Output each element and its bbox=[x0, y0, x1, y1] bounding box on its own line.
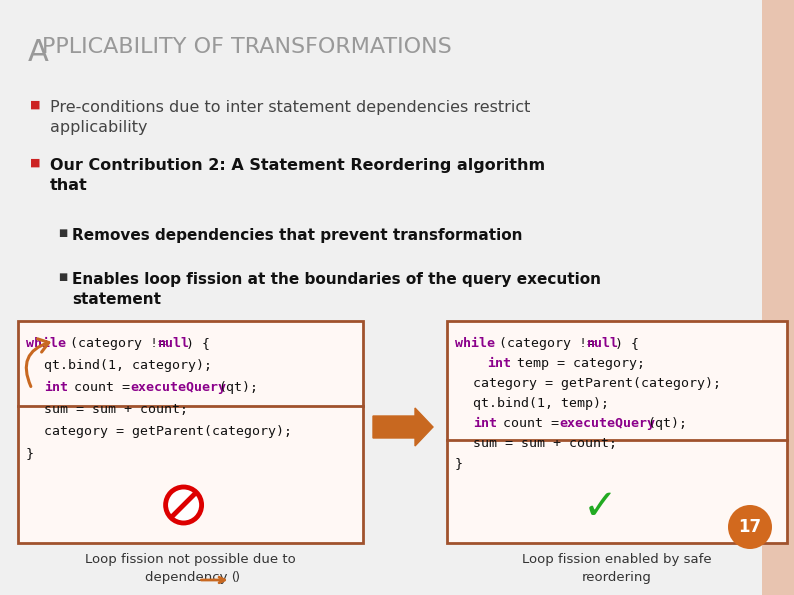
Text: A: A bbox=[28, 38, 49, 67]
Text: dependency (: dependency ( bbox=[145, 571, 237, 584]
Text: Loop fission not possible due to: Loop fission not possible due to bbox=[85, 553, 296, 566]
Text: Loop fission enabled by safe: Loop fission enabled by safe bbox=[522, 553, 711, 566]
Text: that: that bbox=[50, 178, 88, 193]
Text: ■: ■ bbox=[30, 100, 40, 110]
Text: }: } bbox=[26, 447, 34, 460]
Text: ■: ■ bbox=[58, 228, 67, 238]
Text: qt.bind(1, temp);: qt.bind(1, temp); bbox=[473, 397, 609, 410]
Bar bbox=[762, 0, 794, 595]
Text: PPLICABILITY OF TRANSFORMATIONS: PPLICABILITY OF TRANSFORMATIONS bbox=[42, 37, 452, 57]
Circle shape bbox=[166, 487, 202, 523]
Text: executeQuery: executeQuery bbox=[130, 381, 226, 394]
Text: }: } bbox=[455, 457, 463, 470]
Text: ■: ■ bbox=[58, 272, 67, 282]
Text: Our Contribution 2: A Statement Reordering algorithm: Our Contribution 2: A Statement Reorderi… bbox=[50, 158, 545, 173]
Text: temp = category;: temp = category; bbox=[509, 357, 645, 370]
Text: while: while bbox=[455, 337, 495, 350]
Text: null: null bbox=[158, 337, 190, 350]
Text: 17: 17 bbox=[738, 518, 761, 536]
Text: category = getParent(category);: category = getParent(category); bbox=[473, 377, 721, 390]
Text: ) {: ) { bbox=[615, 337, 639, 350]
Text: reordering: reordering bbox=[582, 571, 652, 584]
Text: executeQuery: executeQuery bbox=[559, 417, 655, 430]
Circle shape bbox=[728, 505, 772, 549]
Text: (category !=: (category != bbox=[491, 337, 603, 350]
Text: int: int bbox=[44, 381, 68, 394]
Text: applicability: applicability bbox=[50, 120, 148, 135]
Text: Pre-conditions due to inter statement dependencies restrict: Pre-conditions due to inter statement de… bbox=[50, 100, 530, 115]
Text: (qt);: (qt); bbox=[647, 417, 687, 430]
Text: sum = sum + count;: sum = sum + count; bbox=[44, 403, 188, 416]
FancyArrowPatch shape bbox=[26, 339, 48, 387]
Text: count =: count = bbox=[66, 381, 138, 394]
FancyBboxPatch shape bbox=[18, 321, 363, 543]
Text: ): ) bbox=[234, 571, 240, 584]
Text: (category !=: (category != bbox=[62, 337, 174, 350]
Text: int: int bbox=[487, 357, 511, 370]
Text: count =: count = bbox=[495, 417, 567, 430]
Text: Removes dependencies that prevent transformation: Removes dependencies that prevent transf… bbox=[72, 228, 522, 243]
Text: statement: statement bbox=[72, 292, 161, 307]
Text: Enables loop fission at the boundaries of the query execution: Enables loop fission at the boundaries o… bbox=[72, 272, 601, 287]
Text: sum = sum + count;: sum = sum + count; bbox=[473, 437, 617, 450]
Text: int: int bbox=[473, 417, 497, 430]
FancyArrow shape bbox=[373, 408, 433, 446]
Text: null: null bbox=[587, 337, 619, 350]
Text: ✓: ✓ bbox=[583, 486, 618, 528]
Text: qt.bind(1, category);: qt.bind(1, category); bbox=[44, 359, 212, 372]
Text: ) {: ) { bbox=[186, 337, 210, 350]
Text: (qt);: (qt); bbox=[218, 381, 258, 394]
FancyBboxPatch shape bbox=[447, 321, 787, 543]
Text: category = getParent(category);: category = getParent(category); bbox=[44, 425, 292, 438]
Text: ■: ■ bbox=[30, 158, 40, 168]
Text: while: while bbox=[26, 337, 66, 350]
